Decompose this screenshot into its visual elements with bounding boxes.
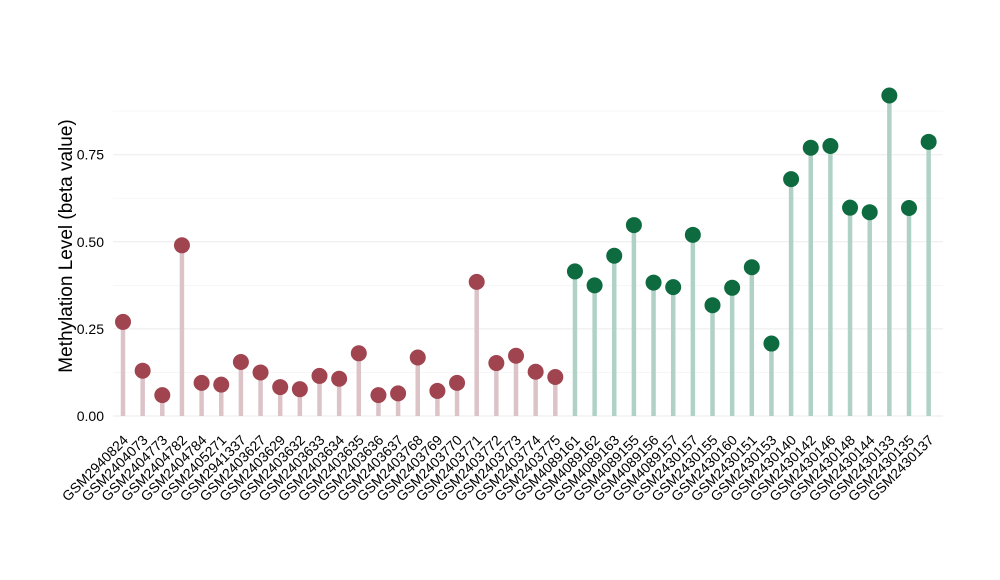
lollipop-dot xyxy=(881,87,898,104)
lollipop-dot xyxy=(606,247,623,264)
lollipop-dot xyxy=(527,363,544,380)
lollipop-dot xyxy=(409,349,426,366)
dots xyxy=(115,87,937,404)
lollipop-dot xyxy=(468,273,485,290)
lollipop-dot xyxy=(586,277,603,294)
lollipop-dot xyxy=(684,226,701,243)
lollipop-dot xyxy=(625,217,642,234)
y-axis-title: Methylation Level (beta value) xyxy=(56,119,77,372)
lollipop-dot xyxy=(232,354,249,370)
y-tick-label: 0.00 xyxy=(77,408,104,424)
lollipop-dot xyxy=(173,237,190,254)
lollipop-dot xyxy=(311,367,328,384)
y-tick-label: 0.75 xyxy=(77,147,104,163)
lollipop-dot xyxy=(704,297,721,314)
lollipop-dot xyxy=(331,370,348,387)
lollipop-dot xyxy=(350,345,367,362)
lollipop-dot xyxy=(213,376,230,393)
lollipop-dot xyxy=(115,313,131,330)
y-tick-label: 0.25 xyxy=(77,321,104,337)
lollipop-dot xyxy=(743,259,760,276)
gridlines xyxy=(113,110,943,417)
x-axis-ticks: GSM2940824GSM2404073GSM2404773GSM2404782… xyxy=(59,432,937,505)
lollipop-dot xyxy=(566,263,583,280)
lollipop-dot xyxy=(645,274,662,291)
lollipop-dot xyxy=(252,364,269,381)
lollipop-dot xyxy=(429,382,446,399)
lollipop-dot xyxy=(547,368,564,385)
lollipop-dot xyxy=(665,279,682,296)
lollipop-dot xyxy=(449,374,466,391)
lollipop-dot xyxy=(802,139,819,156)
lollipop-dot xyxy=(861,204,878,221)
lollipop-dot xyxy=(154,387,171,404)
lollipop-dot xyxy=(390,385,407,402)
lollipop-dot xyxy=(920,133,937,150)
lollipop-dot xyxy=(193,374,210,391)
y-tick-label: 0.50 xyxy=(77,234,104,250)
lollipop-dot xyxy=(291,381,308,398)
lollipop-dot xyxy=(272,379,289,396)
lollipop-dot xyxy=(508,347,524,364)
lollipop-dot xyxy=(783,171,800,188)
lollipop-dot xyxy=(901,200,917,217)
lollipop-dot xyxy=(822,138,839,154)
lollipop-dot xyxy=(842,199,859,216)
lollipop-dot xyxy=(134,362,151,379)
lollipop-dot xyxy=(488,355,505,372)
y-axis-ticks: 0.00 0.25 0.50 0.75 xyxy=(77,147,104,424)
lollipop-dot xyxy=(370,387,387,404)
lollipop-dot xyxy=(724,279,741,296)
lollipop-dot xyxy=(763,335,780,352)
